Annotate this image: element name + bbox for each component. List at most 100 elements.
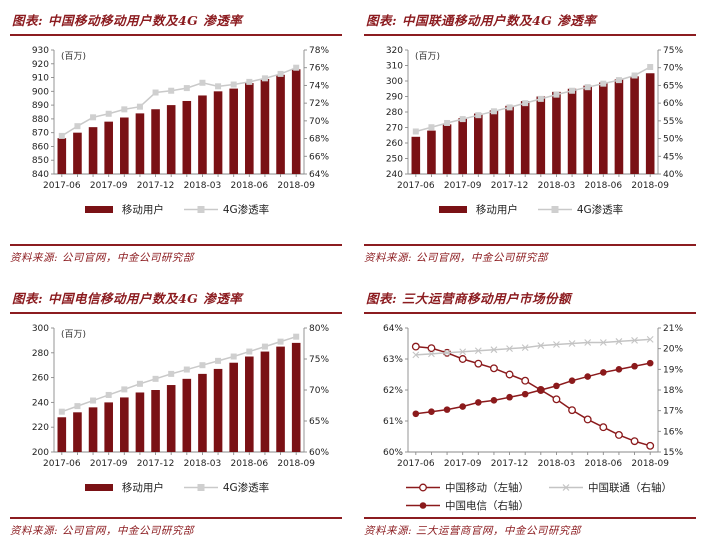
svg-text:260: 260 (32, 374, 49, 384)
svg-text:60%: 60% (383, 448, 403, 458)
svg-text:2017-06: 2017-06 (397, 459, 435, 469)
title-prefix: 图表: (366, 13, 398, 28)
legend-label: 中国电信（右轴） (445, 500, 529, 512)
svg-text:65%: 65% (309, 417, 329, 427)
svg-text:15%: 15% (663, 448, 683, 458)
legend-label: 移动用户 (121, 204, 164, 216)
source-prefix: 资料来源: (364, 525, 413, 537)
svg-text:240: 240 (32, 398, 49, 408)
svg-text:55%: 55% (663, 117, 683, 127)
legend-item: 4G渗透率 (537, 202, 623, 217)
svg-text:890: 890 (32, 101, 49, 111)
svg-text:270: 270 (386, 124, 403, 134)
legend: 移动用户 4G渗透率 (10, 202, 342, 217)
chart-title: 图表: 中国移动移动用户数及4G 渗透率 (10, 8, 342, 36)
svg-text:260: 260 (386, 139, 403, 149)
svg-text:910: 910 (32, 74, 49, 84)
svg-text:75%: 75% (309, 355, 329, 365)
legend-row: 中国移动（左轴） 中国联通（右轴） (406, 480, 672, 495)
svg-text:60%: 60% (663, 99, 683, 109)
svg-text:2018-06: 2018-06 (231, 459, 269, 469)
source-prefix: 资料来源: (10, 525, 59, 537)
svg-text:80%: 80% (309, 324, 329, 334)
line-swatch-icon (183, 206, 218, 213)
svg-text:21%: 21% (663, 324, 683, 334)
legend-item: 移动用户 (83, 202, 164, 217)
legend-item: 移动用户 (83, 480, 164, 495)
title-text: 三大运营商移动用户市场份额 (401, 291, 571, 306)
panel-china-mobile: 图表: 中国移动移动用户数及4G 渗透率 840 850 860 870 880 890 9… (0, 0, 354, 278)
line-swatch-icon (183, 484, 218, 491)
svg-text:880: 880 (32, 115, 49, 125)
legend-row: 移动用户 4G渗透率 (437, 202, 623, 217)
source-note: 资料来源: 三大运营商官网，中金公司研究部 (364, 517, 696, 538)
legend-item: 移动用户 (437, 202, 518, 217)
panel-china-unicom: 图表: 中国联通移动用户数及4G 渗透率 240 250 260 270 280 290 3… (354, 0, 708, 278)
legend-item: 中国电信（右轴） (406, 498, 529, 513)
china-unicom-users-chart: 240 250 260 270 280 290 300 310 320 40% 45% 50% 55% 6… (386, 46, 684, 191)
svg-text:2017-09: 2017-09 (90, 459, 128, 469)
svg-text:66%: 66% (309, 152, 329, 162)
panel-market-share: 图表: 三大运营商移动用户市场份额 60% 61% 62% 63% 64% 15% 16% 1… (354, 278, 708, 551)
bar-swatch-icon (84, 206, 113, 213)
legend-row: 中国电信（右轴） (406, 498, 529, 513)
svg-text:2018-06: 2018-06 (585, 459, 623, 469)
source-text: 三大运营商官网，中金公司研究部 (415, 525, 581, 537)
source-note: 资料来源: 公司官网，中金公司研究部 (10, 244, 342, 265)
title-prefix: 图表: (12, 291, 44, 306)
svg-text:64%: 64% (383, 324, 403, 334)
title-text: 中国移动移动用户数及4G 渗透率 (47, 13, 243, 28)
svg-text:2017-06: 2017-06 (397, 181, 435, 191)
legend: 中国移动（左轴） 中国联通（右轴） 中国电信（右轴） (406, 480, 696, 513)
svg-text:78%: 78% (309, 46, 329, 56)
legend-item: 4G渗透率 (183, 202, 269, 217)
source-note: 资料来源: 公司官网，中金公司研究部 (10, 517, 342, 538)
legend: 移动用户 4G渗透率 (364, 202, 696, 217)
svg-text:(百万): (百万) (61, 329, 86, 340)
svg-text:2018-03: 2018-03 (184, 181, 222, 191)
svg-text:16%: 16% (663, 427, 683, 437)
svg-text:72%: 72% (309, 99, 329, 109)
source-prefix: 资料来源: (364, 252, 413, 264)
svg-text:220: 220 (32, 423, 49, 433)
chart-title: 图表: 中国联通移动用户数及4G 渗透率 (364, 8, 696, 36)
svg-text:64%: 64% (309, 170, 329, 180)
svg-text:2017-06: 2017-06 (43, 459, 81, 469)
source-text: 公司官网，中金公司研究部 (415, 252, 548, 264)
svg-text:2017-09: 2017-09 (444, 459, 482, 469)
svg-text:18%: 18% (663, 386, 683, 396)
svg-text:2017-09: 2017-09 (444, 181, 482, 191)
legend-item: 中国移动（左轴） (406, 480, 529, 495)
legend-item: 中国联通（右轴） (549, 480, 672, 495)
svg-text:2017-12: 2017-12 (491, 459, 529, 469)
source-text: 公司官网，中金公司研究部 (61, 525, 194, 537)
svg-text:76%: 76% (309, 64, 329, 74)
legend-label: 4G渗透率 (222, 482, 270, 494)
svg-text:900: 900 (32, 87, 49, 97)
svg-text:74%: 74% (309, 81, 329, 91)
line-swatch-icon (537, 206, 572, 213)
svg-text:2018-09: 2018-09 (631, 181, 669, 191)
svg-text:50%: 50% (663, 135, 683, 145)
legend-row: 移动用户 4G渗透率 (83, 480, 269, 495)
svg-text:290: 290 (386, 93, 403, 103)
svg-text:61%: 61% (383, 417, 403, 427)
svg-text:20%: 20% (663, 345, 683, 355)
chart-title: 图表: 三大运营商移动用户市场份额 (364, 286, 696, 314)
legend-row: 移动用户 4G渗透率 (83, 202, 269, 217)
svg-text:75%: 75% (663, 46, 683, 56)
china-telecom-users-chart: 200 220 240 260 280 300 60% 65% 70% 75% 80% 2017-06… (32, 324, 330, 469)
svg-text:860: 860 (32, 142, 49, 152)
svg-text:70%: 70% (309, 117, 329, 127)
legend-label: 中国联通（右轴） (588, 482, 672, 494)
svg-text:(百万): (百万) (61, 51, 86, 62)
svg-text:310: 310 (386, 62, 403, 72)
line-swatch-icon (406, 502, 440, 509)
line-swatch-icon (406, 483, 440, 492)
svg-text:17%: 17% (663, 407, 683, 417)
svg-text:2017-12: 2017-12 (491, 181, 529, 191)
title-text: 中国联通移动用户数及4G 渗透率 (401, 13, 597, 28)
svg-text:2018-06: 2018-06 (231, 181, 269, 191)
svg-text:2017-06: 2017-06 (43, 181, 81, 191)
